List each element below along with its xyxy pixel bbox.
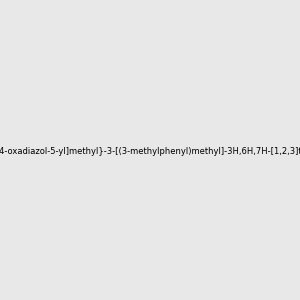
Text: 6-{[3-(4-methylphenyl)-1,2,4-oxadiazol-5-yl]methyl}-3-[(3-methylphenyl)methyl]-3: 6-{[3-(4-methylphenyl)-1,2,4-oxadiazol-5… xyxy=(0,147,300,156)
